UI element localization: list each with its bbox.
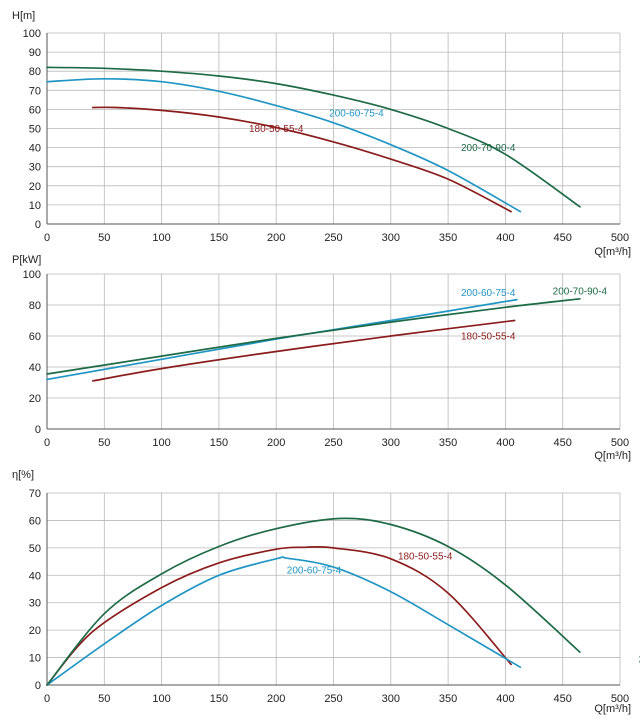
x-tick-label: 50 xyxy=(98,232,110,244)
y-tick-label: 20 xyxy=(29,393,41,405)
y-axis-label: H[m] xyxy=(12,10,35,22)
x-tick-label: 400 xyxy=(496,693,514,705)
series-line-200-60-75-4 xyxy=(46,77,522,213)
x-tick-label: 200 xyxy=(267,232,285,244)
x-tick-label: 50 xyxy=(98,437,110,449)
series-line-200-60-75-4 xyxy=(46,298,518,381)
y-tick-label: 80 xyxy=(29,66,41,78)
series-label-180-50-55-4: 180-50-55-4 xyxy=(461,332,516,343)
x-tick-label: 500 xyxy=(611,232,629,244)
x-tick-label: 200 xyxy=(267,693,285,705)
y-tick-label: 0 xyxy=(35,219,41,231)
x-tick-label: 350 xyxy=(439,232,457,244)
x-tick-label: 250 xyxy=(324,693,342,705)
y-tick-label: 70 xyxy=(29,85,41,97)
series-label-200-60-75-4: 200-60-75-4 xyxy=(329,109,384,120)
y-tick-label: 10 xyxy=(29,200,41,212)
y-tick-label: 40 xyxy=(29,143,41,155)
x-tick-label: 400 xyxy=(496,437,514,449)
y-tick-label: 0 xyxy=(35,680,41,692)
x-tick-label: 200 xyxy=(267,437,285,449)
series-line-200-70-90-4 xyxy=(46,517,581,686)
x-tick-label: 150 xyxy=(210,437,228,449)
x-tick-label: 250 xyxy=(324,232,342,244)
y-tick-label: 60 xyxy=(29,515,41,527)
chart-panel-1: 0 10 20 30 40 50 60 70 80 90 100 0 50 100 150 200 250 300… xyxy=(12,10,631,258)
x-tick-label: 100 xyxy=(152,437,170,449)
x-tick-label: 0 xyxy=(44,693,50,705)
x-axis-label: Q[m³/h] xyxy=(594,246,631,258)
x-tick-label: 150 xyxy=(210,693,228,705)
x-tick-label: 100 xyxy=(152,693,170,705)
x-axis-label: Q[m³/h] xyxy=(594,703,631,715)
series-line-180-50-55-4 xyxy=(46,545,512,686)
series-line-180-50-55-4 xyxy=(91,106,512,213)
x-tick-label: 450 xyxy=(554,437,572,449)
y-tick-label: 30 xyxy=(29,598,41,610)
y-tick-label: 50 xyxy=(29,124,41,136)
x-tick-label: 500 xyxy=(611,437,629,449)
x-tick-label: 300 xyxy=(382,437,400,449)
y-tick-label: 80 xyxy=(29,300,41,312)
series-label-200-70-90-4: 200-70-90-4 xyxy=(639,654,640,665)
y-axis-label: P[kW] xyxy=(12,254,41,266)
y-tick-label: 20 xyxy=(29,181,41,193)
x-tick-label: 300 xyxy=(382,232,400,244)
y-tick-label: 100 xyxy=(23,269,41,281)
y-tick-label: 90 xyxy=(29,47,41,59)
x-tick-label: 50 xyxy=(98,693,110,705)
series-label-200-60-75-4: 200-60-75-4 xyxy=(461,288,516,299)
series-line-180-50-55-4 xyxy=(91,319,516,382)
y-tick-label: 30 xyxy=(29,162,41,174)
x-tick-label: 500 xyxy=(611,693,629,705)
series-label-180-50-55-4: 180-50-55-4 xyxy=(398,552,453,563)
x-tick-label: 0 xyxy=(44,232,50,244)
chart-panel-3: 0 10 20 30 40 50 60 70 0 50 100 150 200 250 300 350 400 4… xyxy=(12,469,640,715)
series-line-200-60-75-4 xyxy=(46,556,522,686)
x-tick-label: 250 xyxy=(324,437,342,449)
series-label-200-70-90-4: 200-70-90-4 xyxy=(553,287,608,298)
x-tick-label: 100 xyxy=(152,232,170,244)
y-tick-label: 20 xyxy=(29,625,41,637)
y-tick-label: 60 xyxy=(29,104,41,116)
series-line-200-70-90-4 xyxy=(46,66,581,208)
y-tick-label: 40 xyxy=(29,570,41,582)
y-tick-label: 70 xyxy=(29,488,41,500)
series-label-180-50-55-4: 180-50-55-4 xyxy=(249,124,304,135)
x-tick-label: 300 xyxy=(382,693,400,705)
x-axis-label: Q[m³/h] xyxy=(594,450,631,462)
y-tick-label: 0 xyxy=(35,424,41,436)
series-label-200-70-90-4: 200-70-90-4 xyxy=(461,143,516,154)
x-tick-label: 400 xyxy=(496,232,514,244)
y-axis-label: η[%] xyxy=(12,469,34,481)
x-tick-label: 150 xyxy=(210,232,228,244)
chart-panel-2: 0 20 40 60 80 100 0 50 100 150 200 250 300 350 400 450 5… xyxy=(12,254,631,462)
x-tick-label: 350 xyxy=(439,693,457,705)
y-tick-label: 10 xyxy=(29,653,41,665)
x-tick-label: 0 xyxy=(44,437,50,449)
x-tick-label: 450 xyxy=(554,232,572,244)
y-tick-label: 60 xyxy=(29,331,41,343)
y-tick-label: 50 xyxy=(29,543,41,555)
series-label-200-60-75-4: 200-60-75-4 xyxy=(287,565,342,576)
x-tick-label: 350 xyxy=(439,437,457,449)
x-tick-label: 450 xyxy=(554,693,572,705)
y-tick-label: 40 xyxy=(29,362,41,374)
y-tick-label: 100 xyxy=(23,28,41,40)
series-line-200-70-90-4 xyxy=(46,297,581,375)
